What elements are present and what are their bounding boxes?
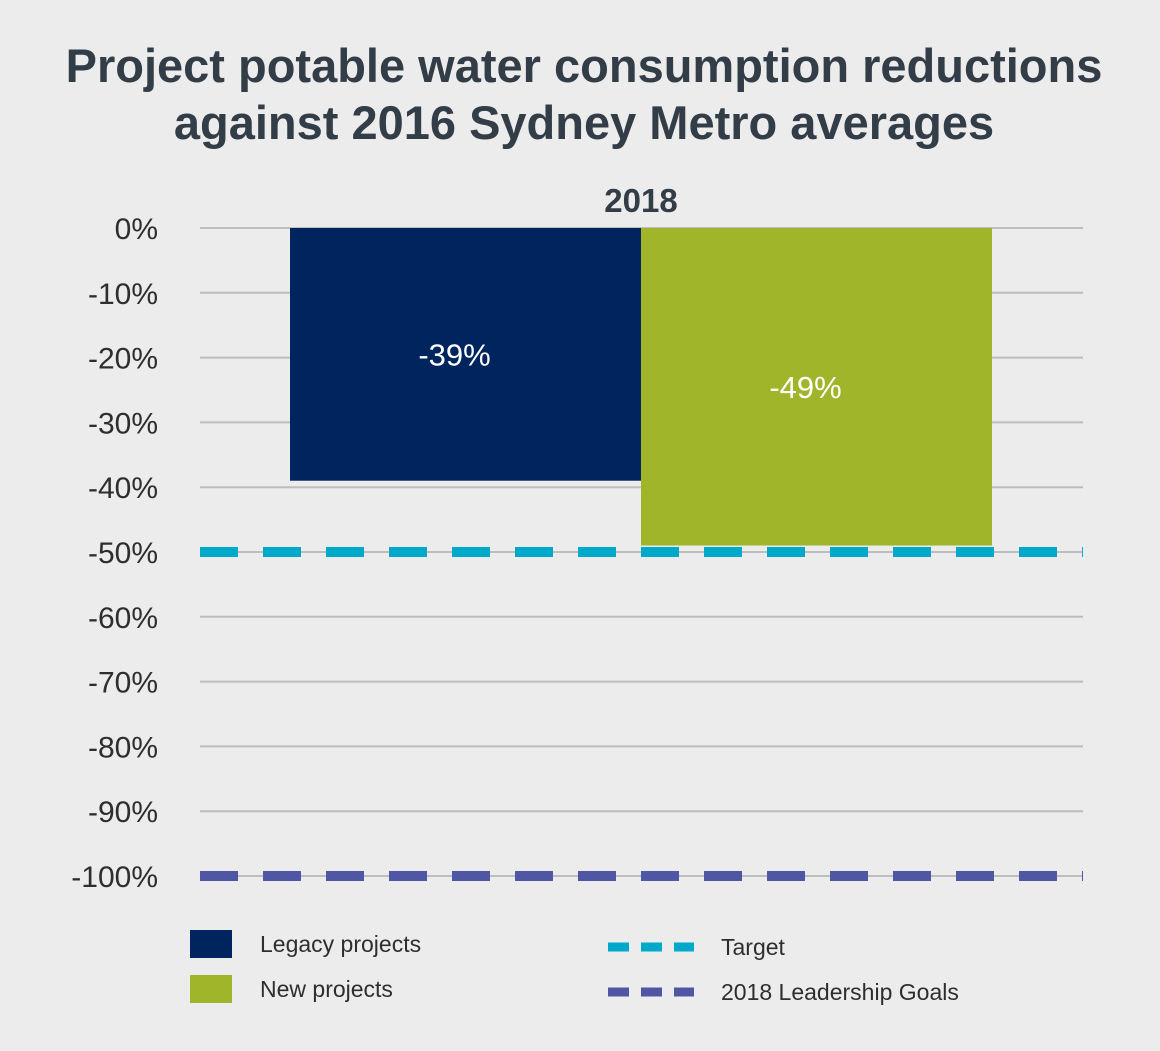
y-tick-label-1: -10% [88, 278, 158, 311]
legend-label-0: Legacy projects [260, 931, 421, 957]
y-tick-label-2: -20% [88, 343, 158, 376]
legend: Legacy projects New projects Target 2018 Le… [190, 930, 959, 1005]
legend-label-ref-1: 2018 Leadership Goals [721, 979, 959, 1005]
y-tick-label-7: -70% [88, 667, 158, 700]
y-tick-label-6: -60% [88, 602, 158, 635]
legend-swatch-0 [190, 930, 232, 958]
bar-new-projects [641, 228, 992, 546]
y-tick-label-5: -50% [88, 537, 158, 570]
chart-title-line-1: Project potable water consumption reduct… [66, 39, 1103, 92]
data-label-1: -49% [769, 370, 841, 405]
y-tick-label-4: -40% [88, 472, 158, 505]
legend-label-ref-0: Target [721, 934, 786, 960]
y-tick-label-0: 0% [115, 213, 158, 246]
y-tick-label-3: -30% [88, 407, 158, 440]
data-label-0: -39% [418, 337, 490, 372]
y-tick-label-10: -100% [71, 861, 158, 894]
y-tick-label-8: -80% [88, 731, 158, 764]
category-label: 2018 [604, 182, 677, 219]
y-axis: 0% -10% -20% -30% -40% -50% -60% -70% -80% -90% -1… [71, 213, 158, 894]
legend-label-1: New projects [260, 976, 393, 1002]
reference-lines [200, 547, 1083, 881]
bar-legacy-projects [290, 228, 641, 481]
chart-title-line-2: against 2016 Sydney Metro averages [174, 96, 994, 149]
y-tick-label-9: -90% [88, 796, 158, 829]
bars: -39% -49% [290, 228, 992, 546]
legend-swatch-1 [190, 975, 232, 1003]
